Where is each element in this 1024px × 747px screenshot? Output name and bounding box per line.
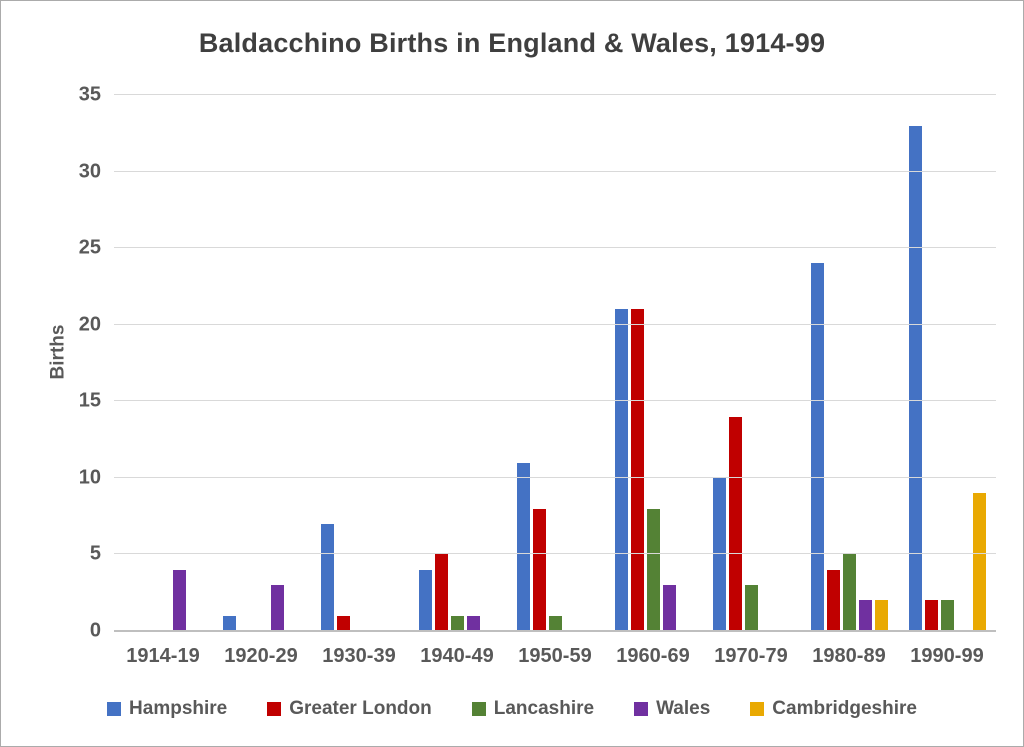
bar <box>744 585 758 631</box>
bar <box>972 493 986 631</box>
category-cluster <box>114 95 212 631</box>
legend-item: Greater London <box>267 698 432 720</box>
legend-swatch-icon <box>107 702 122 716</box>
x-axis-labels: 1914-19 1920-29 1930-39 1940-49 1950-59 1960-… <box>114 645 996 668</box>
y-tick-label: 0 <box>89 619 101 642</box>
x-axis-category-label: 1920-29 <box>224 645 298 667</box>
bar <box>810 263 824 631</box>
x-axis-category-label: 1930-39 <box>322 645 396 667</box>
legend-swatch-icon <box>750 702 765 716</box>
legend: Hampshire Greater London Lancashire Wales Ca… <box>1 698 1023 720</box>
bar <box>924 600 938 631</box>
legend-label: Hampshire <box>129 698 228 719</box>
legend-swatch-icon <box>471 702 486 716</box>
bar <box>532 508 546 631</box>
x-axis-category-label: 1960-69 <box>616 645 690 667</box>
gridline <box>114 553 996 555</box>
category-cluster <box>800 95 898 631</box>
bar <box>858 600 872 631</box>
bar <box>336 615 350 631</box>
x-axis-category-label: 1970-79 <box>714 645 788 667</box>
y-tick-label: 5 <box>89 542 101 565</box>
bar <box>842 554 856 631</box>
legend-label: Lancashire <box>493 698 595 719</box>
bar <box>662 585 676 631</box>
legend-swatch-icon <box>634 702 649 716</box>
legend-label: Cambridgeshire <box>772 698 917 719</box>
bar <box>222 615 236 631</box>
category-cluster <box>702 95 800 631</box>
legend-item: Lancashire <box>471 698 595 720</box>
y-tick-label: 25 <box>78 236 101 259</box>
x-axis-line <box>114 630 996 632</box>
legend-item: Hampshire <box>107 698 227 720</box>
category-cluster <box>506 95 604 631</box>
gridline <box>114 247 996 249</box>
y-tick-label: 15 <box>78 389 101 412</box>
y-tick-label: 20 <box>78 313 101 336</box>
y-axis-tick-labels: 35 30 25 20 15 10 5 0 <box>1 84 101 642</box>
plot-area <box>114 94 996 632</box>
gridline <box>114 476 996 478</box>
gridline <box>114 94 996 95</box>
bar <box>418 569 432 631</box>
legend-label: Wales <box>656 698 711 719</box>
x-axis-category-label: 1940-49 <box>420 645 494 667</box>
bar <box>320 523 334 631</box>
category-cluster <box>408 95 506 631</box>
y-tick-label: 35 <box>78 83 101 106</box>
legend-label: Greater London <box>289 698 432 719</box>
gridline <box>114 170 996 172</box>
chart-title: Baldacchino Births in England & Wales, 1… <box>198 28 826 58</box>
gridline <box>114 400 996 402</box>
bar <box>548 615 562 631</box>
bar <box>646 508 660 631</box>
bar <box>270 585 284 631</box>
y-tick-label: 30 <box>78 160 101 183</box>
x-axis-category-label: 1990-99 <box>910 645 984 667</box>
bar <box>712 477 726 631</box>
gridline <box>114 323 996 325</box>
bar <box>614 309 628 631</box>
bar <box>434 554 448 631</box>
bar <box>450 615 464 631</box>
x-axis-category-label: 1950-59 <box>518 645 592 667</box>
category-cluster <box>898 95 996 631</box>
x-axis-category-label: 1980-89 <box>812 645 886 667</box>
bar <box>826 569 840 631</box>
category-cluster <box>212 95 310 631</box>
y-tick-label: 10 <box>78 466 101 489</box>
bar <box>940 600 954 631</box>
legend-item: Wales <box>634 698 710 720</box>
bar <box>516 462 530 631</box>
bar <box>728 416 742 631</box>
bar <box>466 615 480 631</box>
bar <box>908 125 922 631</box>
category-cluster <box>604 95 702 631</box>
legend-item: Cambridgeshire <box>750 698 917 720</box>
bar <box>630 309 644 631</box>
x-axis-category-label: 1914-19 <box>126 645 200 667</box>
bar <box>172 569 186 631</box>
legend-swatch-icon <box>267 702 282 716</box>
bar-clusters <box>114 95 996 631</box>
category-cluster <box>310 95 408 631</box>
bar <box>874 600 888 631</box>
